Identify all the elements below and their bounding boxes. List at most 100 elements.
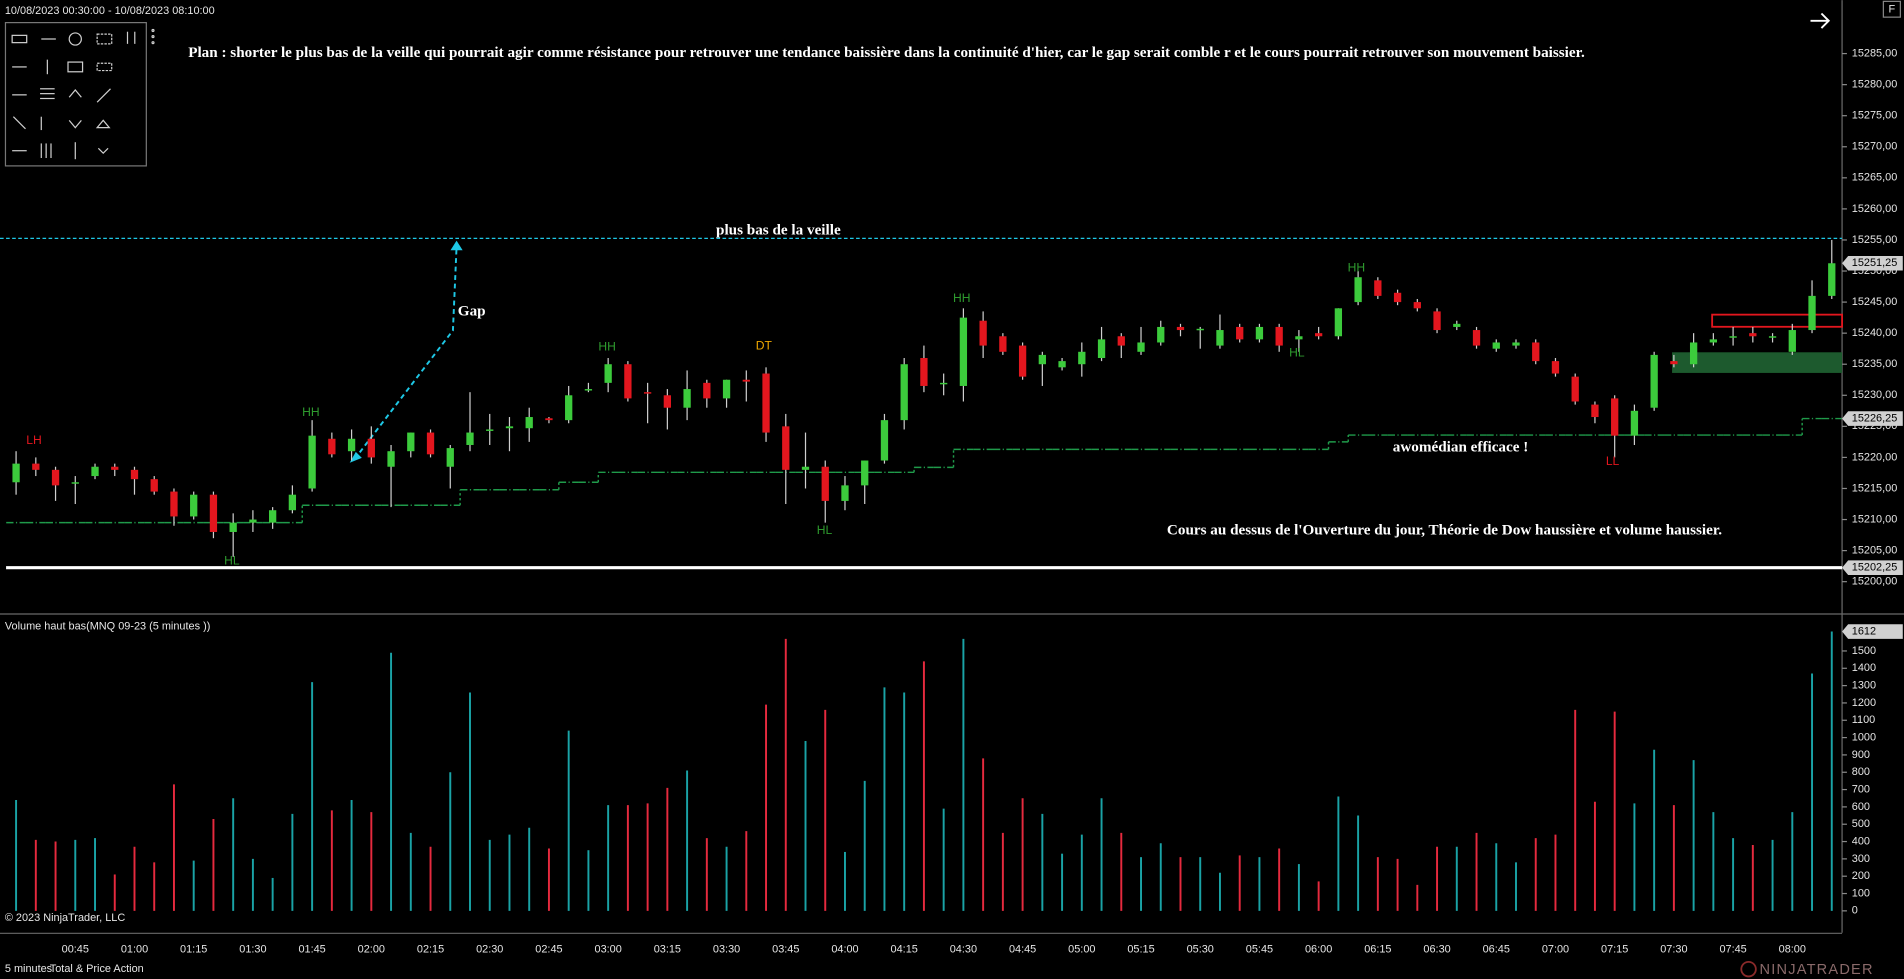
price-marker-label: 15202,25	[1852, 562, 1898, 574]
x-tick-label: 01:45	[298, 944, 325, 956]
candle-body	[150, 479, 158, 492]
candle-body	[505, 426, 514, 429]
candle-body	[604, 364, 612, 383]
swing-label: HL	[1289, 346, 1305, 360]
x-tick-label: 02:45	[535, 944, 562, 956]
candle-body	[1354, 277, 1362, 303]
volume-tick-label: 300	[1852, 853, 1870, 865]
swing-label: HL	[817, 523, 833, 537]
price-marker-label: 15251,25	[1852, 257, 1898, 269]
swing-label: HH	[598, 340, 616, 354]
candle-body	[722, 379, 731, 399]
candle-body	[308, 435, 316, 489]
candle-body	[1216, 330, 1224, 346]
tool-icons[interactable]	[11, 28, 155, 160]
volume-tick-label: 800	[1852, 766, 1870, 778]
candle-body	[328, 438, 336, 455]
x-tick-label: 05:45	[1246, 944, 1273, 956]
volume-tick-label: 200	[1852, 870, 1870, 882]
volume-tick-label: 400	[1852, 835, 1870, 847]
prior-low-annotation: plus bas de la veille	[716, 221, 841, 238]
drawing-zones	[1672, 313, 1843, 373]
volume-tick-label: 500	[1852, 818, 1870, 830]
y-tick-label: 15245,00	[1852, 296, 1898, 308]
candle-body	[821, 466, 829, 501]
x-tick-label: 07:30	[1660, 944, 1687, 956]
gap-arrow-head	[450, 240, 463, 251]
x-tick-label: 06:45	[1483, 944, 1510, 956]
swing-labels: LH HH HL HH DT HL HH HL HH LL	[26, 261, 1619, 568]
toolbar-frame	[4, 22, 147, 167]
brand-logo	[1740, 960, 1757, 978]
candle-body	[1295, 336, 1303, 340]
candle-body	[51, 469, 60, 486]
plan-annotation: Plan : shorter le plus bas de la veille …	[188, 44, 1585, 61]
x-tick-label: 01:00	[121, 944, 148, 956]
candle-body	[900, 364, 908, 421]
candle-body	[1374, 280, 1382, 296]
expand-arrow[interactable]	[1810, 12, 1831, 29]
copyright: © 2023 NinjaTrader, LLC	[5, 912, 126, 924]
y-tick-label: 15200,00	[1852, 576, 1898, 588]
candle-body	[1492, 342, 1500, 349]
candle-body	[1413, 302, 1421, 309]
swing-label: HH	[1348, 261, 1366, 275]
resistance-box	[1711, 313, 1843, 328]
plot: 15200,00 15205,00 15210,00 15215,00 15220,00…	[0, 47, 1903, 956]
x-tick-label: 05:00	[1068, 944, 1095, 956]
candle-body	[565, 395, 573, 421]
candle-body	[1314, 333, 1323, 337]
candle-body	[979, 320, 987, 346]
candle-body	[545, 418, 553, 421]
x-tick-label: 08:00	[1779, 944, 1806, 956]
candle-body	[1453, 323, 1461, 327]
candle-body	[663, 395, 672, 408]
x-tick-label: 07:45	[1719, 944, 1746, 956]
comment-annotation: Cours au dessus de l'Ouverture du jour, …	[1167, 521, 1722, 538]
candle-body	[130, 469, 139, 480]
candle-body	[1788, 330, 1796, 352]
candle-body	[1749, 333, 1757, 337]
price-marker-tag	[1842, 560, 1903, 575]
candle-body	[1236, 326, 1244, 340]
candle-body	[407, 432, 415, 452]
candle-body	[742, 379, 750, 382]
candle-body	[1828, 263, 1836, 296]
candle-body	[1689, 342, 1698, 365]
volume-marker-label: 1612	[1852, 625, 1876, 637]
volume-marker-tag	[1842, 624, 1903, 639]
candle-body	[1393, 292, 1402, 303]
y-tick-label: 15240,00	[1852, 327, 1898, 339]
candle-body	[1275, 326, 1283, 346]
volume-tick-label: 1200	[1852, 697, 1876, 709]
candle-body	[1551, 361, 1560, 374]
candle-body	[940, 382, 948, 385]
candle-body	[999, 336, 1007, 352]
x-tick-label: 06:30	[1423, 944, 1450, 956]
x-tick-label: 06:00	[1305, 944, 1332, 956]
candle-body	[703, 382, 711, 399]
y-tick-label: 15255,00	[1852, 234, 1898, 246]
swing-label: HH	[953, 291, 971, 305]
candle-body	[861, 460, 869, 486]
candle-body	[1433, 311, 1441, 331]
volume-tick-label: 1500	[1852, 645, 1876, 657]
period: 5 minutes	[5, 963, 53, 975]
candle-body	[1808, 295, 1816, 331]
x-tick-label: 04:15	[891, 944, 918, 956]
f-button[interactable]	[1882, 0, 1901, 18]
candle-body	[466, 432, 474, 445]
candle-body	[486, 429, 494, 431]
candle-body	[1729, 336, 1737, 338]
y-tick-label: 15235,00	[1852, 358, 1898, 370]
candle-body	[1137, 342, 1145, 352]
candle-body	[32, 463, 40, 470]
f-button-label[interactable]: F	[1889, 4, 1896, 16]
candle-body	[762, 373, 770, 433]
x-tick-label: 01:15	[180, 944, 207, 956]
candle-body	[367, 438, 375, 458]
swing-label: DT	[756, 338, 773, 352]
candle-body	[584, 389, 593, 391]
swing-label: HH	[302, 405, 320, 419]
